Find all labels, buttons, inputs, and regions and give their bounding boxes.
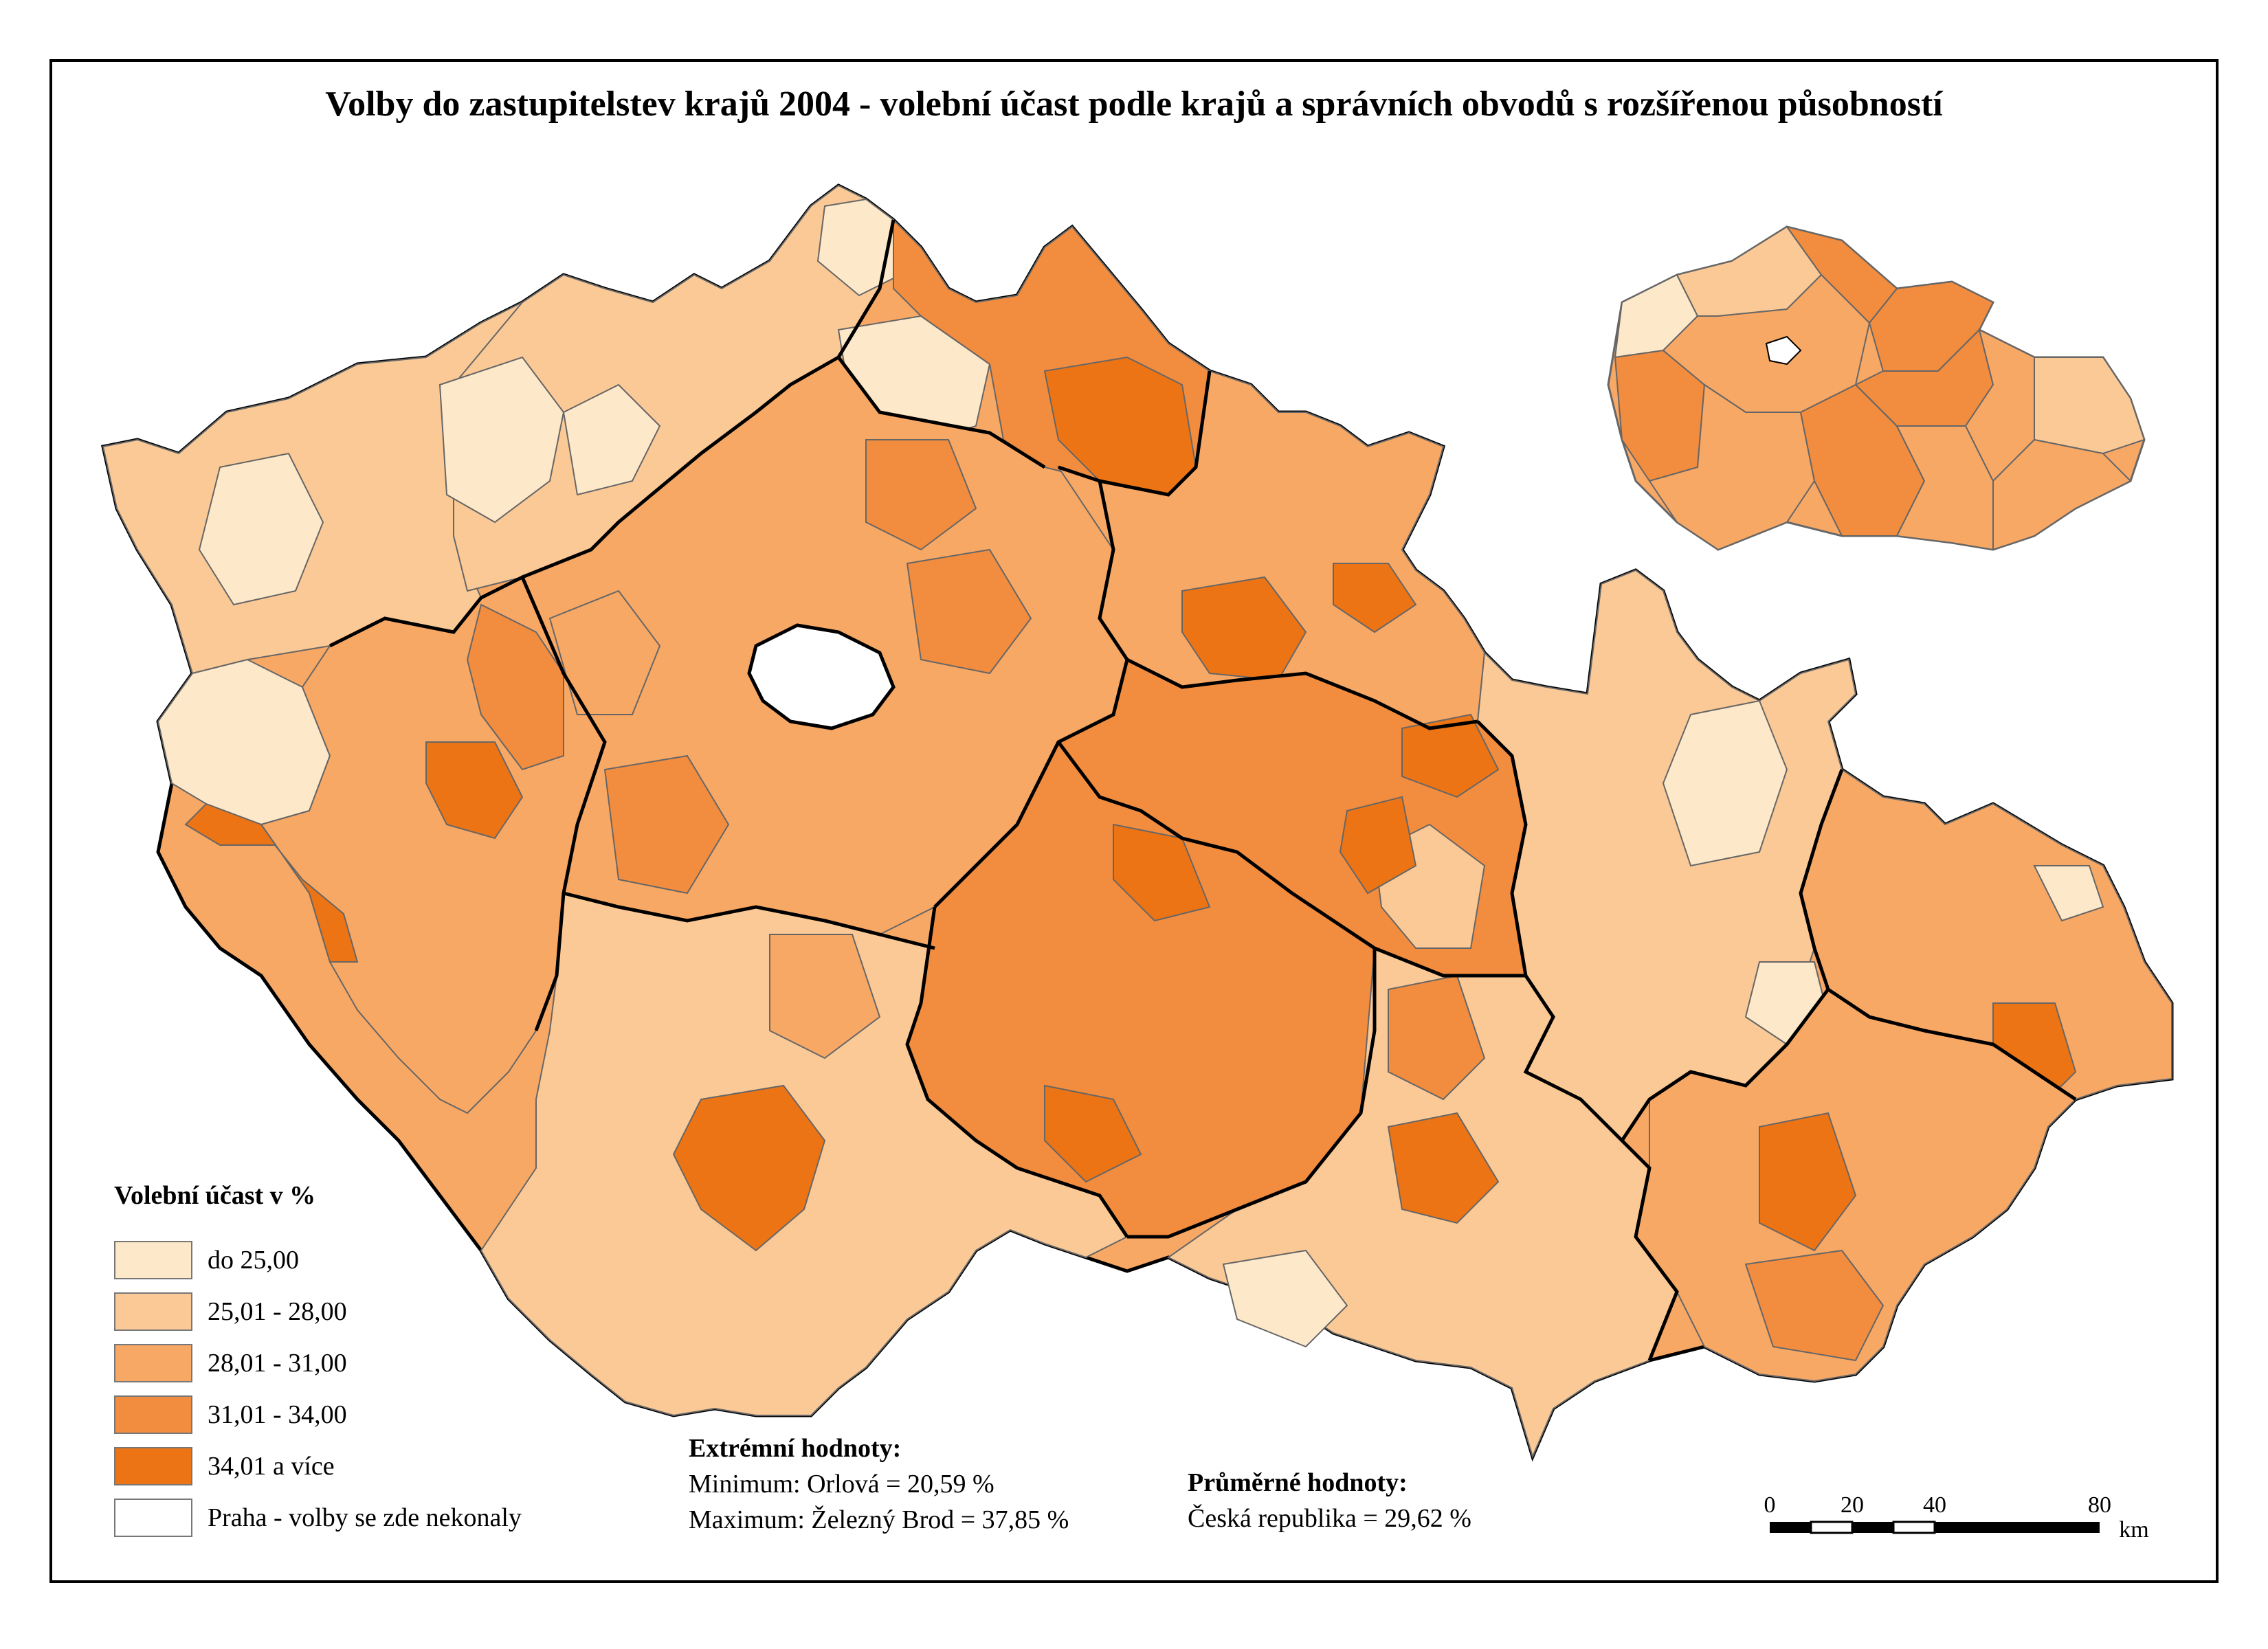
district-kolin bbox=[906, 548, 1032, 675]
scale-tick-0: 0 bbox=[1764, 1492, 1776, 1518]
legend: Volební účast v % do 25,00 25,01 - 28,00 2… bbox=[114, 1180, 522, 1543]
inset-zlinsky bbox=[1992, 438, 2132, 551]
scale-seg-2 bbox=[1810, 1521, 1854, 1534]
district-uhersky-brod bbox=[1744, 1249, 1885, 1362]
district-dacice bbox=[1044, 1084, 1142, 1183]
district-cesky-krumlov-dark bbox=[672, 1084, 826, 1252]
district-beroun bbox=[603, 754, 730, 895]
legend-label: 34,01 a více bbox=[208, 1451, 335, 1481]
extremes-title: Extrémní hodnoty: bbox=[689, 1434, 902, 1463]
inset-map bbox=[1607, 225, 2146, 551]
legend-label: 31,01 - 34,00 bbox=[208, 1400, 347, 1429]
district-ceska-trebova bbox=[1401, 713, 1500, 798]
scale-bar: 0 20 40 80 km bbox=[1764, 1492, 2149, 1543]
legend-swatch bbox=[114, 1446, 192, 1485]
scale-seg-5 bbox=[1935, 1522, 2100, 1533]
district-domazlice bbox=[184, 803, 359, 963]
district-blansko bbox=[1388, 974, 1486, 1101]
legend-label: 28,01 - 31,00 bbox=[208, 1348, 347, 1378]
district-brno bbox=[1387, 1112, 1500, 1224]
legend-swatch bbox=[114, 1498, 192, 1537]
legend-item: do 25,00 bbox=[114, 1234, 522, 1286]
average-value: Česká republika = 29,62 % bbox=[1188, 1504, 1471, 1533]
scale-tick-40: 40 bbox=[1923, 1492, 1946, 1518]
district-sokolov bbox=[198, 452, 324, 606]
map-frame bbox=[49, 59, 2219, 1583]
extremes-maximum: Maximum: Železný Brod = 37,85 % bbox=[689, 1505, 1069, 1534]
legend-label: 25,01 - 28,00 bbox=[208, 1297, 347, 1326]
legend-swatch bbox=[114, 1395, 192, 1434]
inset-moravskoslezsky bbox=[2034, 357, 2146, 455]
legend-label: Praha - volby se zde nekonaly bbox=[208, 1503, 522, 1532]
kraj-boundaries bbox=[329, 219, 2077, 1361]
legend-item: 31,01 - 34,00 bbox=[114, 1389, 522, 1440]
legend-label: do 25,00 bbox=[208, 1245, 299, 1275]
legend-swatch bbox=[114, 1292, 192, 1331]
scale-seg-1 bbox=[1770, 1522, 1811, 1533]
scale-tick-20: 20 bbox=[1841, 1492, 1864, 1518]
district-rakovnik bbox=[548, 590, 661, 715]
extremes-minimum: Minimum: Orlová = 20,59 % bbox=[689, 1470, 994, 1499]
praha bbox=[747, 623, 896, 730]
legend-rows: do 25,00 25,01 - 28,00 28,01 - 31,00 31,01 … bbox=[114, 1234, 522, 1543]
inset-praha bbox=[1765, 335, 1802, 366]
average-title: Průměrné hodnoty: bbox=[1188, 1468, 1408, 1497]
district-uherske-hradiste bbox=[1759, 1112, 1857, 1252]
region-fills bbox=[102, 184, 2172, 1459]
district-znojmo bbox=[1222, 1249, 1348, 1348]
legend-title: Volební účast v % bbox=[114, 1181, 316, 1210]
scale-unit: km bbox=[2119, 1517, 2148, 1543]
scale-tick-80: 80 bbox=[2088, 1492, 2111, 1518]
legend-swatch bbox=[114, 1240, 192, 1279]
legend-item: Praha - volby se zde nekonaly bbox=[114, 1492, 522, 1543]
district-jesenik bbox=[1662, 699, 1788, 867]
extremes-box: Extrémní hodnoty: Minimum: Orlová = 20,5… bbox=[689, 1431, 1069, 1538]
average-box: Průměrné hodnoty: Česká republika = 29,6… bbox=[1188, 1465, 1471, 1536]
scale-seg-3 bbox=[1852, 1522, 1893, 1533]
legend-swatch bbox=[114, 1343, 192, 1382]
district-hlinsko bbox=[1339, 796, 1417, 895]
district-most bbox=[562, 383, 661, 496]
district-melnik bbox=[865, 439, 977, 551]
legend-item: 28,01 - 31,00 bbox=[114, 1337, 522, 1389]
map-title: Volby do zastupitelstev krajů 2004 - vol… bbox=[325, 85, 1943, 124]
scale-seg-4 bbox=[1892, 1521, 1936, 1534]
district-plzen-sever bbox=[425, 741, 524, 840]
legend-item: 25,01 - 28,00 bbox=[114, 1286, 522, 1337]
district-chomutov bbox=[438, 356, 565, 524]
district-tabor bbox=[769, 934, 881, 1059]
district-orlova bbox=[2033, 865, 2104, 922]
legend-item: 34,01 a více bbox=[114, 1440, 522, 1492]
district-havlickuv-brod bbox=[1113, 823, 1211, 922]
district-dvur-kralove bbox=[1333, 563, 1417, 633]
district-rokycany bbox=[466, 603, 564, 771]
